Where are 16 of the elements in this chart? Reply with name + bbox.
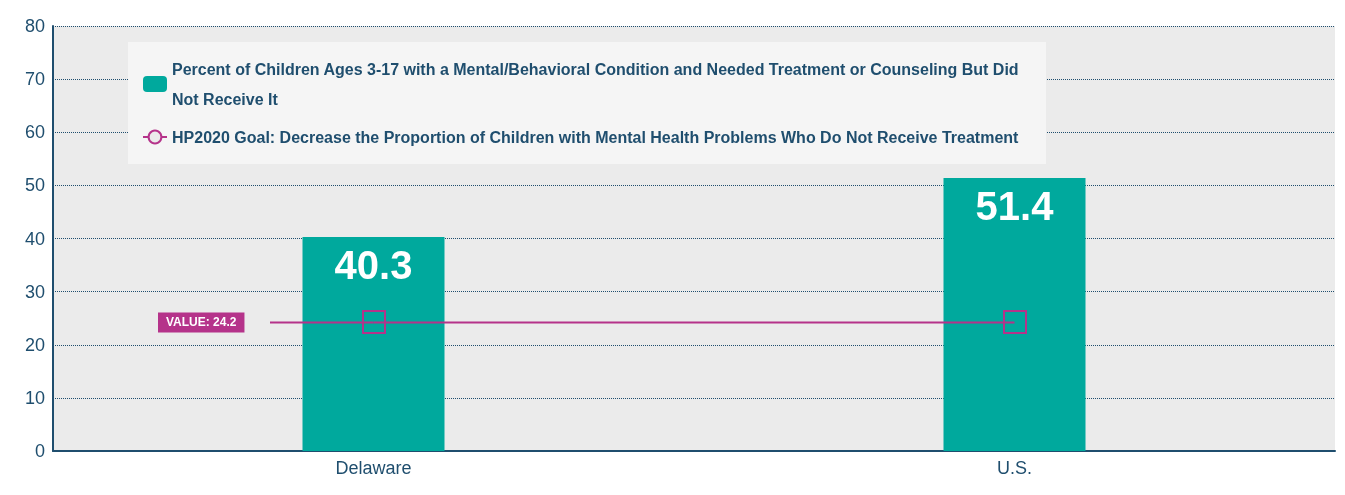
y-tick-label: 20 [24,334,45,355]
x-tick-label: U.S. [996,458,1033,478]
legend-label: HP2020 Goal: Decrease the Proportion of Children with Mental Health Problems Who Do Not Receive Treatment [172,128,1020,146]
y-tick-label: 50 [24,175,45,196]
y-tick-label: 0 [34,441,45,461]
y-tick-label: 30 [24,281,45,302]
y-tick-label: 40 [24,228,45,249]
y-tick-label: 60 [24,122,45,143]
y-tick-label: 80 [24,16,45,36]
legend-label: Percent of Children Ages 3-17 with a Mental/Behavioral Condition and Needed Treatment or Counseling But Did Not Receive It [172,60,1024,108]
y-tick-label: 70 [24,69,45,90]
data-label: 51.4 [975,183,1055,228]
data-label: 40.3 [334,242,413,287]
y-tick-label: 10 [24,387,45,408]
x-tick-label: Delaware [335,458,412,478]
annotation: VALUE: 24.2 [166,315,237,330]
